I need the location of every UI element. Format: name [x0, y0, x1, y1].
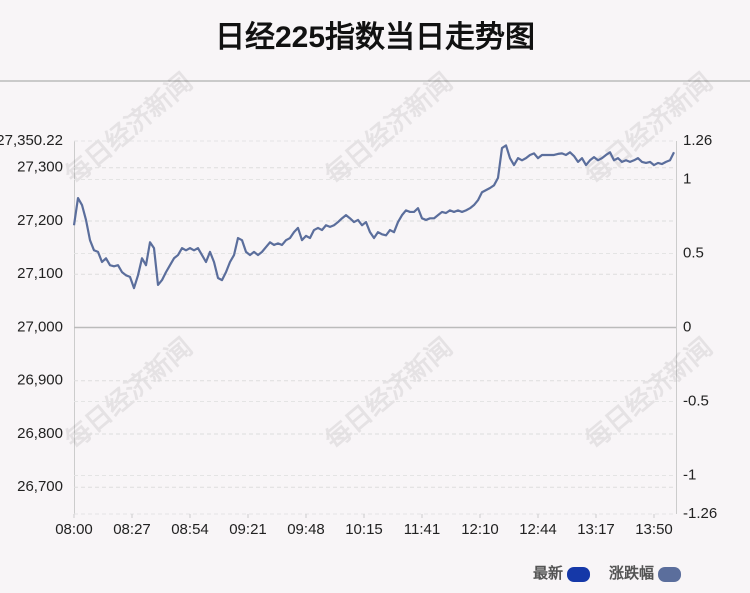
- y-tick-label: 26,900: [17, 372, 63, 389]
- x-tick-label: 08:00: [55, 521, 93, 538]
- legend-label: 最新: [533, 564, 563, 582]
- y-tick-label: 27,300: [17, 159, 63, 176]
- y2-tick-label: 0.5: [683, 244, 704, 261]
- series-line: [72, 144, 675, 290]
- y2-tick-label: -1.26: [683, 505, 717, 522]
- y-tick-label: 26,700: [17, 478, 63, 495]
- x-tick-label: 11:41: [404, 521, 440, 538]
- x-tick-label: 08:54: [171, 521, 209, 538]
- legend-swatch: [567, 567, 591, 582]
- x-tick-label: 12:44: [519, 521, 557, 538]
- y-tick-label: 27,200: [17, 212, 63, 229]
- y2-tick-label: 1.26: [683, 132, 712, 149]
- x-tick-label: 08:27: [113, 521, 151, 538]
- x-tick-label: 13:17: [577, 521, 615, 538]
- y-tick-label: 26,800: [17, 425, 63, 442]
- y-tick-label: 27,350.22: [0, 132, 63, 149]
- x-tick-label: 09:48: [287, 521, 325, 538]
- x-tick-label: 09:21: [229, 521, 267, 538]
- chart-title: 日经225指数当日走势图: [215, 20, 535, 54]
- y-tick-label: 27,000: [17, 318, 63, 335]
- y2-tick-label: -1: [683, 466, 696, 483]
- x-tick-label: 13:50: [635, 521, 673, 538]
- x-tick-label: 12:10: [461, 521, 499, 538]
- legend-swatch: [658, 567, 682, 582]
- y2-tick-label: -0.5: [683, 392, 709, 409]
- legend-label: 涨跌幅: [609, 564, 654, 582]
- y-tick-label: 27,100: [17, 265, 63, 282]
- y2-tick-label: 0: [683, 318, 691, 335]
- y2-tick-label: 1: [683, 170, 691, 187]
- x-tick-label: 10:15: [345, 521, 383, 538]
